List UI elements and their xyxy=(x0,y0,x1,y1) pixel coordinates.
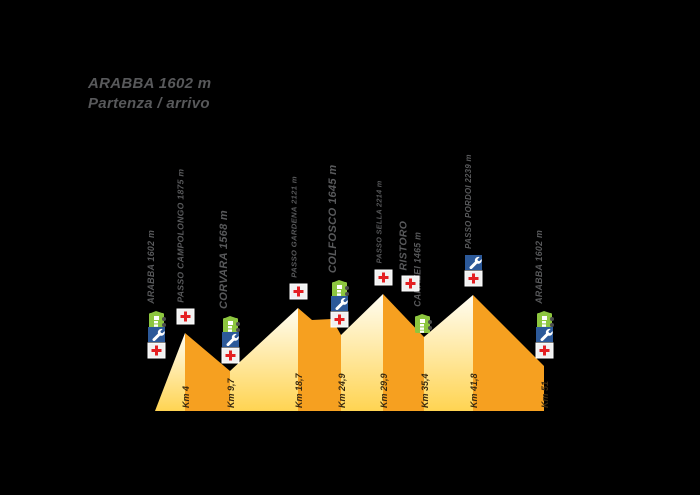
svg-text:Km 4: Km 4 xyxy=(181,386,191,408)
svg-text:Km 18,7: Km 18,7 xyxy=(294,372,304,408)
svg-text:Km 51: Km 51 xyxy=(540,381,550,408)
svg-text:Km 24,9: Km 24,9 xyxy=(337,373,347,408)
svg-text:Km 35,4: Km 35,4 xyxy=(420,373,430,408)
svg-text:Km 41,8: Km 41,8 xyxy=(469,373,479,408)
svg-text:Km 29,9: Km 29,9 xyxy=(379,373,389,408)
svg-text:Km 9,7: Km 9,7 xyxy=(226,377,236,408)
